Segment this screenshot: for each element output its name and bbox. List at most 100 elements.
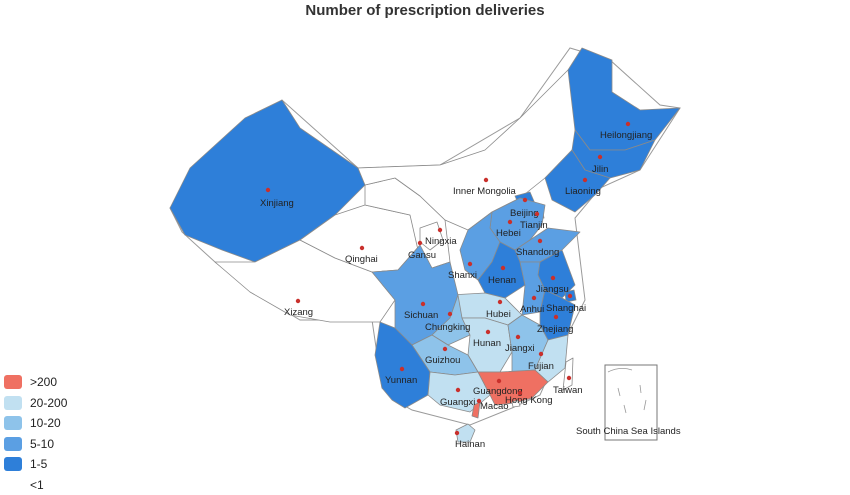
capital-dot-jiangsu [550, 275, 556, 281]
capital-dot-shanxi [467, 261, 473, 267]
capital-dot-hong-kong [517, 390, 523, 396]
region-label-anhui: Anhui [520, 304, 544, 315]
legend-item-1-5: 1-5 [4, 454, 67, 475]
region-liaoning[interactable] [544, 149, 611, 213]
legend-swatch-10-20 [4, 416, 22, 431]
region-label-heilongjiang: Heilongjiang [600, 130, 652, 141]
capital-dot-hainan [454, 430, 460, 436]
region-labels: Xinjiang Xizang Qinghai Gansu Inner Mongolia… [260, 121, 681, 450]
legend-item-gt200: >200 [4, 372, 67, 393]
capital-dot-inner-mongolia [483, 177, 489, 183]
capital-dot-guangxi [455, 387, 461, 393]
legend-label-10-20: 10-20 [30, 416, 61, 431]
capital-dot-qinghai [359, 245, 365, 251]
region-fujian[interactable] [534, 334, 569, 383]
capital-dot-macao [476, 398, 482, 404]
legend: >200 20-200 10-20 5-10 1-5 <1 [4, 372, 67, 495]
region-label-chungking: Chungking [425, 322, 470, 333]
region-label-jilin: Jilin [592, 164, 608, 175]
region-label-hainan: Hainan [455, 439, 485, 450]
region-label-macao: Macao [480, 401, 509, 412]
region-guangdong[interactable] [477, 369, 549, 406]
capital-dot-henan [500, 265, 506, 271]
region-label-gansu: Gansu [408, 250, 436, 261]
legend-item-20-200: 20-200 [4, 393, 67, 414]
region-label-xinjiang: Xinjiang [260, 198, 294, 209]
region-label-ningxia: Ningxia [425, 236, 457, 247]
capital-dot-jiangxi [515, 334, 521, 340]
capital-dot-hunan [485, 329, 491, 335]
region-label-guangxi: Guangxi [440, 397, 475, 408]
region-label-beijing: Beijing [510, 208, 539, 219]
capital-dot-gansu [417, 240, 423, 246]
capital-dot-zhejiang [553, 314, 559, 320]
region-label-hong-kong: Hong Kong [505, 395, 553, 406]
region-label-henan: Henan [488, 275, 516, 286]
region-label-qinghai: Qinghai [345, 254, 378, 265]
capital-dot-fujian [538, 351, 544, 357]
capital-dot-yunnan [399, 366, 405, 372]
capital-dot-hebei [507, 219, 513, 225]
region-label-fujian: Fujian [528, 361, 554, 372]
capital-dot-sichuan [420, 301, 426, 307]
capital-dot-xinjiang [265, 187, 271, 193]
region-label-guangdong: Guangdong [473, 386, 523, 397]
region-label-tianjin: Tianjin [520, 220, 548, 231]
capital-dot-beijing [522, 197, 528, 203]
legend-label-gt200: >200 [30, 375, 58, 390]
region-label-inner-mongolia: Inner Mongolia [453, 186, 517, 197]
region-hainan[interactable] [455, 423, 476, 443]
legend-label-lt1: <1 [30, 477, 44, 492]
region-label-guizhou: Guizhou [425, 355, 460, 366]
capital-dot-guizhou [442, 346, 448, 352]
inset-label: South China Sea Islands [576, 426, 681, 437]
legend-item-5-10: 5-10 [4, 434, 67, 455]
region-label-jiangxi: Jiangxi [505, 343, 535, 354]
region-label-shanghai: Shanghai [546, 303, 586, 314]
capital-dot-heilongjiang [625, 121, 631, 127]
capital-dot-shandong [537, 238, 543, 244]
region-inner-mongolia[interactable] [357, 69, 586, 231]
legend-label-20-200: 20-200 [30, 395, 68, 410]
region-label-hebei: Hebei [496, 228, 521, 239]
capital-dot-tianjin [534, 211, 540, 217]
capital-dot-liaoning [582, 177, 588, 183]
region-label-sichuan: Sichuan [404, 310, 438, 321]
legend-swatch-5-10 [4, 436, 22, 451]
region-label-taiwan: Taiwan [553, 385, 583, 396]
capital-dot-xizang [295, 298, 301, 304]
region-label-xizang: Xizang [284, 307, 313, 318]
region-label-yunnan: Yunnan [385, 375, 417, 386]
legend-item-10-20: 10-20 [4, 413, 67, 434]
capital-dot-anhui [531, 295, 537, 301]
legend-swatch-gt200 [4, 375, 22, 390]
capital-dot-ningxia [437, 227, 443, 233]
region-label-hunan: Hunan [473, 338, 501, 349]
region-label-zhejiang: Zhejiang [537, 324, 573, 335]
legend-swatch-20-200 [4, 395, 22, 410]
region-yunnan[interactable] [374, 321, 431, 409]
map-title: Number of prescription deliveries [305, 2, 545, 19]
region-ningxia[interactable] [419, 221, 444, 251]
region-label-jiangsu: Jiangsu [536, 284, 569, 295]
capital-dot-guangdong [496, 378, 502, 384]
capital-dot-chungking [447, 311, 453, 317]
region-hong-kong[interactable] [511, 399, 521, 408]
capital-dot-taiwan [566, 375, 572, 381]
capital-dot-hubei [497, 299, 503, 305]
legend-label-1-5: 1-5 [30, 457, 48, 472]
legend-swatch-lt1 [4, 478, 22, 492]
legend-label-5-10: 5-10 [30, 436, 55, 451]
south-china-sea-inset [604, 364, 658, 441]
region-macao[interactable] [471, 401, 481, 419]
legend-item-lt1: <1 [4, 475, 67, 495]
region-label-shandong: Shandong [516, 247, 559, 258]
region-label-liaoning: Liaoning [565, 186, 601, 197]
region-label-hubei: Hubei [486, 309, 511, 320]
region-label-shanxi: Shanxi [448, 270, 477, 281]
capital-dot-jilin [597, 154, 603, 160]
legend-swatch-1-5 [4, 457, 22, 472]
capital-dot-shanghai [567, 293, 573, 299]
region-taiwan[interactable] [562, 357, 574, 391]
